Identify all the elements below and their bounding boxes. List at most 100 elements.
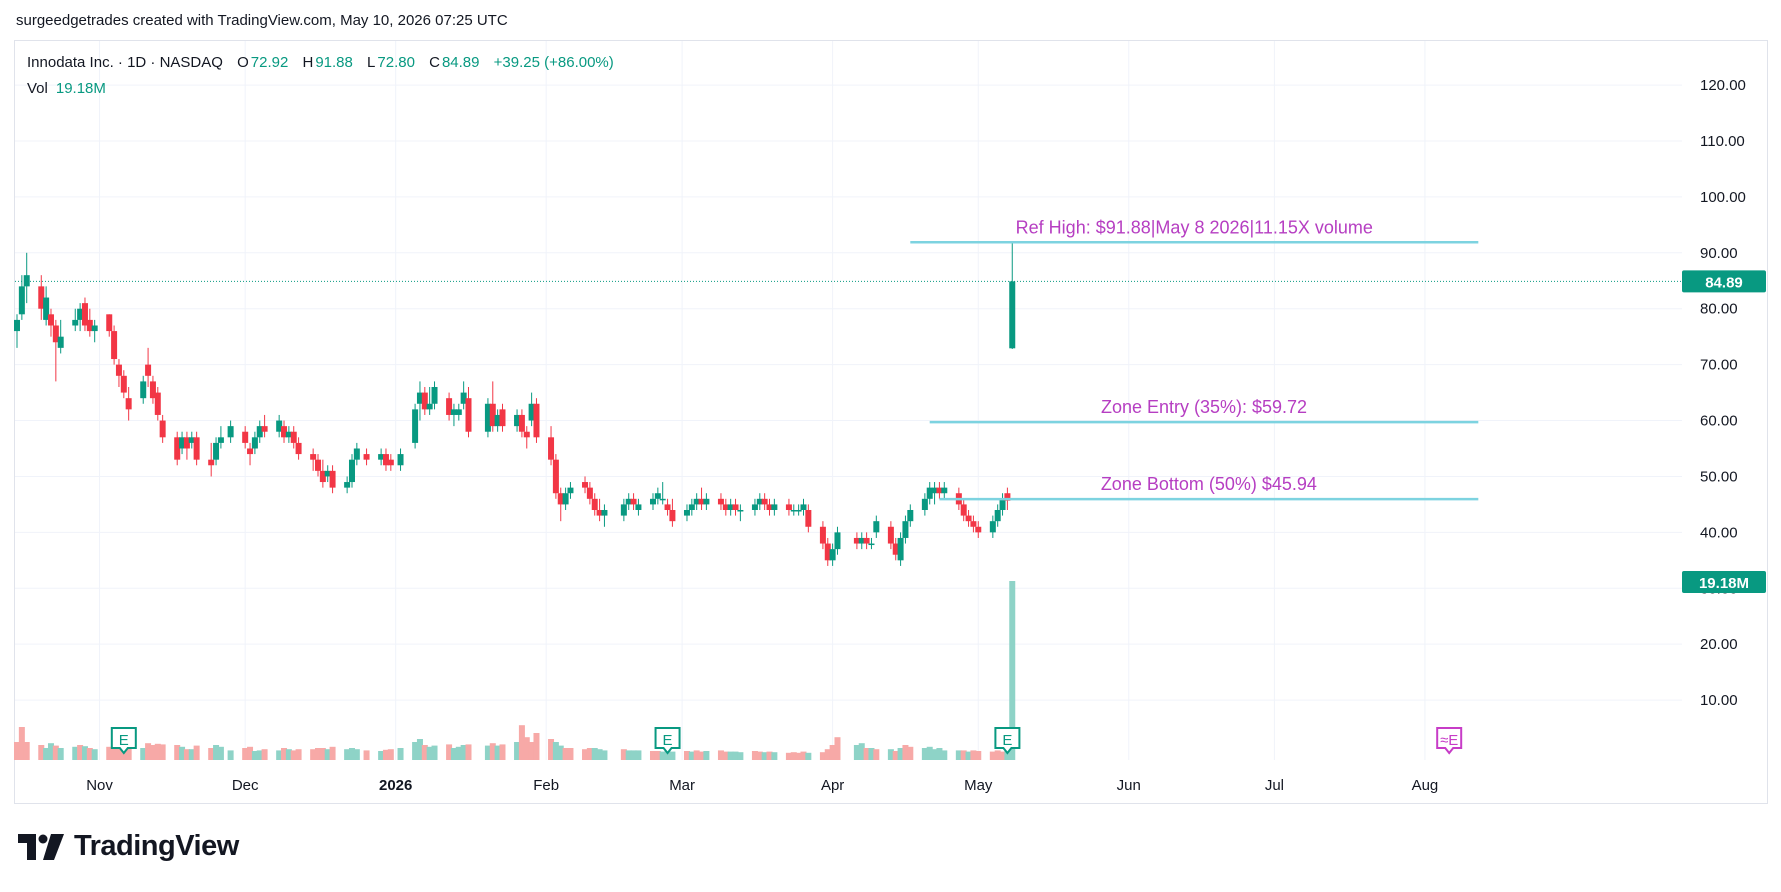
candle[interactable] <box>722 504 729 510</box>
candle[interactable] <box>227 426 234 438</box>
earnings-marker-icon[interactable] <box>110 727 137 755</box>
candle[interactable] <box>970 521 977 527</box>
earnings-marker-icon[interactable] <box>654 727 681 755</box>
candle[interactable] <box>426 403 433 410</box>
candle[interactable] <box>834 532 841 550</box>
candle[interactable] <box>649 498 656 505</box>
candle[interactable] <box>378 454 385 460</box>
candle[interactable] <box>431 386 438 404</box>
candle[interactable] <box>412 409 419 443</box>
candle[interactable] <box>213 442 220 460</box>
candle[interactable] <box>455 409 462 415</box>
candle[interactable] <box>106 314 113 332</box>
candle[interactable] <box>1009 281 1016 349</box>
candle[interactable] <box>72 319 79 326</box>
candle[interactable] <box>52 325 59 343</box>
candle[interactable] <box>363 454 370 460</box>
candle[interactable] <box>567 487 574 494</box>
candle[interactable] <box>514 414 521 427</box>
candle[interactable] <box>159 420 166 438</box>
candle[interactable] <box>625 498 632 505</box>
candle[interactable] <box>717 498 724 505</box>
candle[interactable] <box>179 437 186 449</box>
candle[interactable] <box>989 521 996 533</box>
candle[interactable] <box>688 504 695 510</box>
candle[interactable] <box>310 454 317 460</box>
candle[interactable] <box>960 504 967 516</box>
candle[interactable] <box>533 403 540 438</box>
candle[interactable] <box>499 409 506 427</box>
candle[interactable] <box>397 454 404 466</box>
candle[interactable] <box>790 509 797 512</box>
candle[interactable] <box>489 403 496 427</box>
candle[interactable] <box>659 498 666 501</box>
candle[interactable] <box>285 431 292 438</box>
candle[interactable] <box>737 509 744 512</box>
candle[interactable] <box>941 487 948 494</box>
candle[interactable] <box>247 448 254 455</box>
candle[interactable] <box>805 509 812 527</box>
candle[interactable] <box>193 437 200 460</box>
candle[interactable] <box>208 459 215 466</box>
candle[interactable] <box>125 398 132 410</box>
candle[interactable] <box>319 470 326 483</box>
candle[interactable] <box>295 442 302 455</box>
candle[interactable] <box>761 498 768 505</box>
candle[interactable] <box>873 521 880 533</box>
candle[interactable] <box>795 509 802 512</box>
candle[interactable] <box>635 504 642 510</box>
candle[interactable] <box>601 509 608 516</box>
candle[interactable] <box>528 403 535 421</box>
candle[interactable] <box>38 286 45 309</box>
candle[interactable] <box>120 375 127 393</box>
candle[interactable] <box>91 325 98 332</box>
candle[interactable] <box>703 498 710 505</box>
candle[interactable] <box>936 487 943 494</box>
candle[interactable] <box>931 487 938 494</box>
candle[interactable] <box>819 526 826 544</box>
candle[interactable] <box>868 543 875 546</box>
candle[interactable] <box>902 521 909 538</box>
candle[interactable] <box>115 364 122 376</box>
candle[interactable] <box>276 420 283 432</box>
candle[interactable] <box>465 398 472 432</box>
symbol-title[interactable]: Innodata Inc. · 1D · NASDAQ <box>27 54 223 71</box>
candle[interactable] <box>446 398 453 415</box>
candle[interactable] <box>975 526 982 533</box>
candle[interactable] <box>18 286 25 315</box>
candle[interactable] <box>494 414 501 427</box>
candle[interactable] <box>926 487 933 499</box>
candle[interactable] <box>669 509 676 522</box>
candle[interactable] <box>683 509 690 516</box>
candle[interactable] <box>281 426 288 438</box>
candle[interactable] <box>484 403 491 432</box>
candle[interactable] <box>771 504 778 510</box>
tradingview-logo[interactable]: TradingView <box>18 830 239 863</box>
candle[interactable] <box>421 392 428 410</box>
candle[interactable] <box>858 537 865 544</box>
candle[interactable] <box>329 470 336 488</box>
candle[interactable] <box>188 437 195 443</box>
candle[interactable] <box>620 504 627 516</box>
candle[interactable] <box>174 437 181 460</box>
candle[interactable] <box>450 409 457 415</box>
candle[interactable] <box>596 509 603 516</box>
candle[interactable] <box>14 319 20 332</box>
candle[interactable] <box>829 549 836 561</box>
candle[interactable] <box>693 498 700 505</box>
candle[interactable] <box>766 504 773 510</box>
candle[interactable] <box>800 504 807 510</box>
candle[interactable] <box>183 437 190 449</box>
candle[interactable] <box>582 482 589 488</box>
candle[interactable] <box>145 364 152 376</box>
candle[interactable] <box>81 303 88 326</box>
candle[interactable] <box>43 297 50 320</box>
candle[interactable] <box>256 426 263 438</box>
candle[interactable] <box>591 498 598 510</box>
candle[interactable] <box>57 336 64 348</box>
candle[interactable] <box>664 504 671 510</box>
candle[interactable] <box>261 426 268 432</box>
candle[interactable] <box>630 498 637 505</box>
candle[interactable] <box>907 509 914 522</box>
volume-label[interactable]: Vol <box>27 80 48 97</box>
